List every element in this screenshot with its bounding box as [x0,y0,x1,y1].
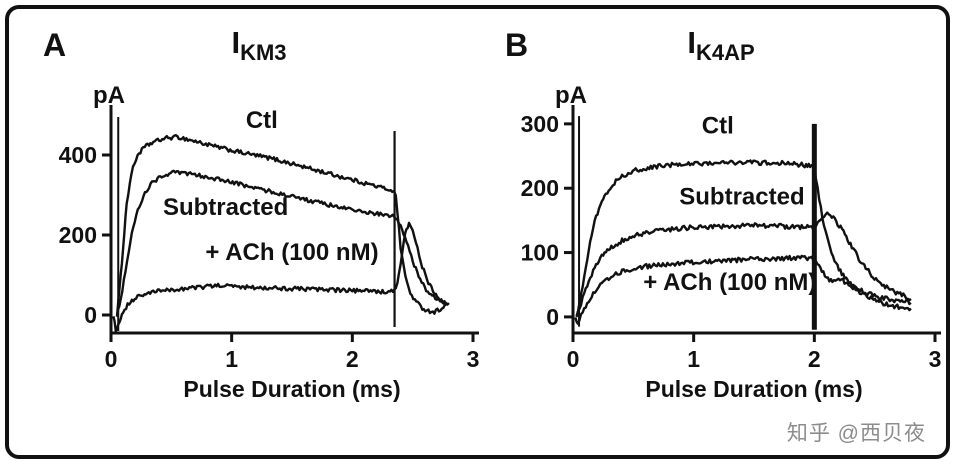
x-tick-label: 1 [687,346,700,372]
x-tick-label: 1 [225,346,238,372]
panel-b: B IK4AP 0 1 2 3 0 100 200 300 pA Pulse Duration (… [495,25,947,435]
panel-a-chart: 0 1 2 3 0 200 400 pA Pulse Duration (ms) Ctl Subtr… [59,82,480,402]
watermark: 知乎 @西贝夜 [786,422,926,445]
x-tick-label: 2 [346,346,359,372]
x-tick-label: 3 [467,346,480,372]
x-tick-label: 0 [567,346,580,372]
y-tick-label: 400 [59,142,97,168]
panel-b-title-main: I [687,25,696,60]
panel-b-title: IK4AP [495,25,947,66]
panel-b-letter: B [505,27,529,63]
trace-subtracted [115,169,450,317]
y-tick-label: 300 [521,111,559,137]
x-axis-label: Pulse Duration (ms) [645,376,862,402]
series-label-ctl: Ctl [246,107,278,134]
y-tick-label: 200 [521,175,559,201]
series-label-ach-100-nm: + ACh (100 nM) [643,269,816,296]
series-label-ach-100-nm: + ACh (100 nM) [205,239,378,266]
trace-ach-100-nm [112,221,447,333]
panel-a-title: IKM3 [33,25,485,66]
trace-subtracted [575,211,912,317]
series-label-subtracted: Subtracted [163,194,288,221]
panel-a-title-sub: KM3 [240,40,287,66]
x-tick-label: 3 [929,346,942,372]
x-tick-label: 2 [808,346,821,372]
panel-a-title-main: I [231,25,241,60]
x-axis-label: Pulse Duration (ms) [183,376,400,402]
x-tick-label: 0 [105,346,118,372]
y-tick-label: 200 [59,222,97,248]
y-axis-unit: pA [93,82,125,109]
axes [571,105,941,335]
panel-a-letter: A [43,27,67,63]
series-label-ctl: Ctl [702,113,734,140]
panel-b-title-sub: K4AP [695,40,755,66]
y-tick-label: 0 [84,302,97,328]
y-tick-label: 100 [521,240,559,266]
trace-ctl [115,134,447,317]
series-label-subtracted: Subtracted [679,183,804,210]
trace-ach-100-nm [574,254,912,325]
y-axis-unit: pA [555,82,587,109]
figure-frame: A IKM3 0 1 2 3 0 200 400 pA Pulse Duration (ms) C… [5,5,950,459]
y-tick-label: 0 [546,304,559,330]
panel-a: A IKM3 0 1 2 3 0 200 400 pA Pulse Duration (ms) C… [33,25,485,435]
